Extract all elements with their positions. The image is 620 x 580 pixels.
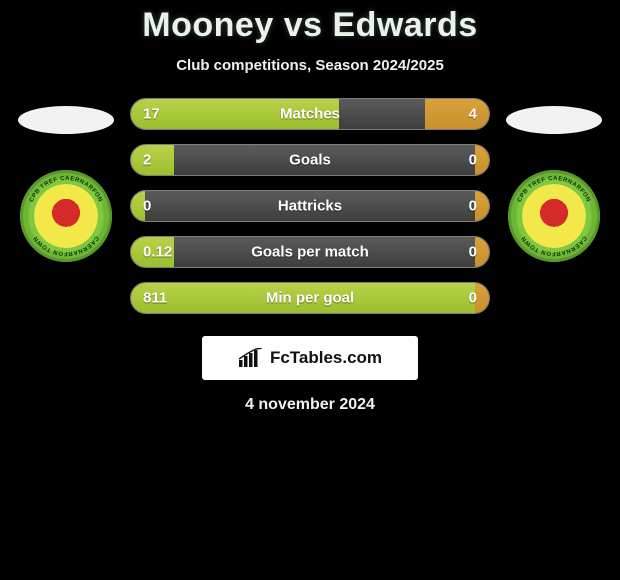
stat-value-left: 811 [143,290,167,307]
badge-ring-text: CPB TREF CAERNARFON CAERNARFON TOWN [508,170,600,262]
branding-text: FcTables.com [270,348,382,368]
player2-avatar-placeholder [506,106,602,134]
stat-seg-right [425,99,489,129]
subtitle: Club competitions, Season 2024/2025 [0,57,620,74]
branding-box[interactable]: FcTables.com [202,336,418,380]
page-title: Mooney vs Edwards [0,0,620,45]
stat-row: 0 Hattricks 0 [130,190,490,222]
stat-value-right: 0 [469,290,477,307]
stat-label: Matches [280,106,340,123]
bar-chart-icon [238,348,264,368]
stat-value-right: 0 [469,152,477,169]
stats-column: 17 Matches 4 2 Goals 0 0 Hattricks 0 0.12 Goals pe… [126,98,494,314]
player1-club-badge: CPB TREF CAERNARFON CAERNARFON TOWN [20,170,112,262]
stat-row: 0.12 Goals per match 0 [130,236,490,268]
stat-label: Goals per match [251,244,369,261]
player2-club-badge: CPB TREF CAERNARFON CAERNARFON TOWN [508,170,600,262]
left-column: CPB TREF CAERNARFON CAERNARFON TOWN [6,98,126,262]
stat-row: 2 Goals 0 [130,144,490,176]
stat-value-right: 4 [469,106,477,123]
svg-text:CAERNARFON TOWN: CAERNARFON TOWN [520,235,588,257]
stat-row: 17 Matches 4 [130,98,490,130]
main-row: CPB TREF CAERNARFON CAERNARFON TOWN 17 Ma… [0,98,620,314]
stat-seg-left [131,145,174,175]
stat-label: Goals [289,152,331,169]
svg-text:CAERNARFON TOWN: CAERNARFON TOWN [32,235,100,257]
title-vs: vs [284,6,323,44]
stat-row: 811 Min per goal 0 [130,282,490,314]
stat-value-left: 2 [143,152,151,169]
stat-value-right: 0 [469,198,477,215]
title-player1: Mooney [142,6,273,44]
svg-text:CPB TREF CAERNARFON: CPB TREF CAERNARFON [28,175,104,203]
snapshot-date: 4 november 2024 [0,396,620,414]
comparison-card: Mooney vs Edwards Club competitions, Sea… [0,0,620,580]
player1-avatar-placeholder [18,106,114,134]
stat-value-left: 0 [143,198,151,215]
svg-text:CPB TREF CAERNARFON: CPB TREF CAERNARFON [516,175,592,203]
badge-ring-text: CPB TREF CAERNARFON CAERNARFON TOWN [20,170,112,262]
stat-value-left: 0.12 [143,244,172,261]
stat-label: Min per goal [266,290,354,307]
title-player2: Edwards [332,6,477,44]
right-column: CPB TREF CAERNARFON CAERNARFON TOWN [494,98,614,262]
stat-seg-mid [339,99,425,129]
stat-value-right: 0 [469,244,477,261]
stat-label: Hattricks [278,198,342,215]
stat-value-left: 17 [143,106,160,123]
